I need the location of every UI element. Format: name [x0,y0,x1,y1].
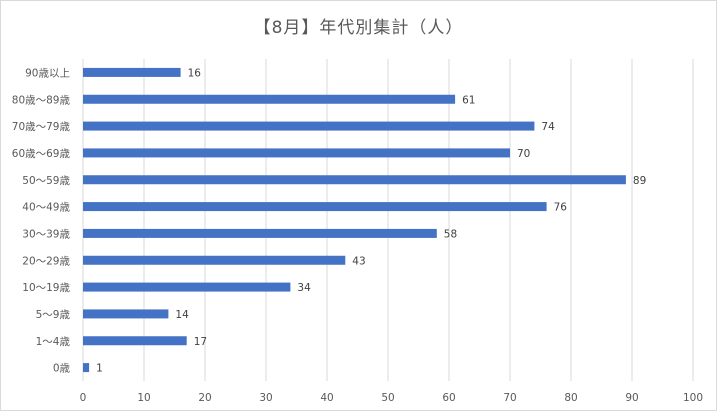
category-label: 1～4歳 [36,336,71,348]
bar [83,94,456,104]
data-label: 70 [517,148,530,160]
data-label: 14 [175,309,189,321]
x-tick-label: 80 [564,392,577,404]
category-label: 80歳～89歳 [12,94,71,106]
bar [83,228,437,238]
x-tick-label: 30 [259,392,272,404]
category-label: 0歳 [53,363,71,375]
category-label: 20～29歳 [22,255,70,267]
x-tick-label: 70 [503,392,516,404]
data-label: 17 [194,336,207,348]
bar [83,175,626,185]
data-label: 61 [462,94,475,106]
data-label: 58 [444,228,457,240]
category-label: 50～59歳 [22,175,70,187]
x-tick-label: 40 [320,392,333,404]
data-label: 34 [297,282,311,294]
category-label: 10～19歳 [22,282,70,294]
category-label: 90歳以上 [25,67,70,79]
category-label: 30～39歳 [22,228,70,240]
bar [83,202,547,212]
bar [83,67,181,77]
bar [83,121,535,131]
x-tick-label: 10 [137,392,150,404]
data-label: 16 [188,67,202,79]
x-tick-label: 20 [198,392,211,404]
data-label: 74 [541,121,555,133]
bar [83,255,346,265]
category-label: 60歳～69歳 [12,148,71,160]
category-label: 70歳～79歳 [12,121,71,133]
data-label: 76 [554,202,568,214]
bar [83,363,90,373]
category-label: 5～9歳 [36,309,71,321]
data-label: 43 [352,255,365,267]
chart-title: 【8月】年代別集計（人） [253,18,464,38]
x-tick-label: 60 [442,392,455,404]
x-tick-label: 90 [625,392,638,404]
x-tick-label: 0 [80,392,87,404]
bar [83,148,510,158]
bar [83,336,187,346]
data-label: 89 [633,175,646,187]
x-tick-label: 100 [683,392,703,404]
bar [83,282,291,292]
category-label: 40～49歳 [22,202,70,214]
x-tick-label: 50 [381,392,394,404]
data-label: 1 [96,363,103,375]
bar [83,309,169,319]
